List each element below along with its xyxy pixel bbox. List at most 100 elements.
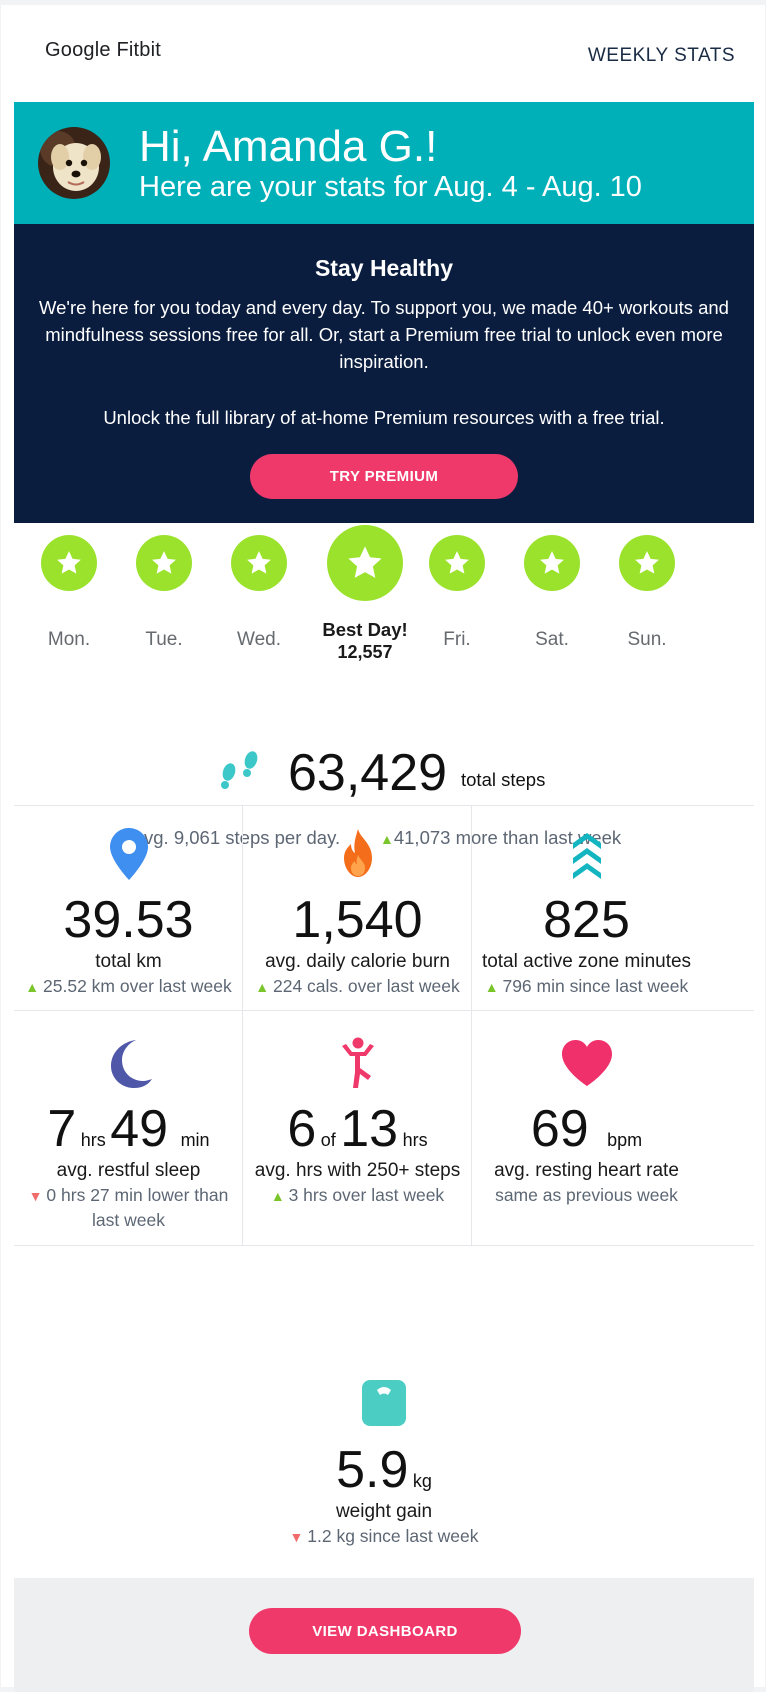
- heart-rate-value: 69: [530, 1100, 589, 1158]
- stat-diff: same as previous week: [495, 1185, 678, 1205]
- day-label: Tue.: [145, 629, 183, 650]
- hero-banner: Hi, Amanda G.! Here are your stats for A…: [14, 102, 754, 224]
- sleep-minutes-unit: min: [180, 1130, 210, 1150]
- star-icon: [524, 535, 580, 591]
- flame-icon: [234, 826, 481, 882]
- promo-banner: Stay Healthy We're here for you today an…: [14, 224, 754, 523]
- up-arrow-icon: ▲: [380, 831, 394, 847]
- day-label: Wed.: [236, 629, 281, 650]
- stat-value: 5.9 kg: [14, 1440, 754, 1500]
- divider: [242, 805, 243, 1245]
- stat-heart-rate[interactable]: 69 bpm avg. resting heart rate same as p…: [463, 1035, 710, 1207]
- day-wed[interactable]: Wed.: [230, 535, 288, 651]
- promo-title: Stay Healthy: [314, 255, 454, 281]
- stat-value: 69 bpm: [463, 1099, 710, 1159]
- stat-calories[interactable]: 1,540 avg. daily calorie burn ▲ 224 cals…: [234, 826, 481, 999]
- divider: [471, 805, 472, 1245]
- down-arrow-icon: ▼: [289, 1529, 308, 1545]
- daily-goal-row: Mon. Tue. Wed. Best Day! 12,557: [14, 525, 754, 710]
- promo-body-secondary: Unlock the full library of at-home Premi…: [103, 407, 665, 428]
- sleep-hours: 7: [47, 1100, 77, 1158]
- stat-diff: ▲ 796 min since last week: [463, 974, 710, 999]
- heart-rate-unit: bpm: [607, 1130, 643, 1150]
- day-fri[interactable]: Fri.: [428, 535, 486, 651]
- sleep-minutes: 49: [110, 1100, 169, 1158]
- steps-diff: ▲41,073 more than last week: [380, 827, 621, 849]
- day-best[interactable]: Best Day! 12,557: [309, 525, 421, 663]
- location-pin-icon: [5, 826, 252, 882]
- footprints-icon: [217, 747, 263, 796]
- stat-diff-text: 3 hrs over last week: [288, 1185, 445, 1205]
- stat-label: avg. hrs with 250+ steps: [254, 1160, 461, 1181]
- stat-label: avg. daily calorie burn: [265, 951, 450, 972]
- stat-diff-text: 25.52 km over last week: [43, 976, 232, 996]
- up-arrow-icon: ▲: [25, 979, 44, 995]
- weight-value: 5.9: [336, 1441, 409, 1499]
- best-day-steps: 12,557: [337, 642, 393, 662]
- header: Google Fitbit WEEKLY STATS: [1, 5, 765, 98]
- stat-value: 39.53: [63, 891, 194, 949]
- avatar: [38, 127, 110, 199]
- hourly-unit: hrs: [402, 1130, 428, 1150]
- stat-diff-text: 796 min since last week: [502, 976, 689, 996]
- stat-label: total active zone minutes: [481, 951, 692, 972]
- stat-diff: ▼ 0 hrs 27 min lower than last week: [5, 1183, 252, 1232]
- stat-label: avg. restful sleep: [56, 1160, 201, 1181]
- divider: [14, 1245, 754, 1246]
- heart-icon: [463, 1035, 710, 1091]
- date-range: Here are your stats for Aug. 4 - Aug. 10: [139, 171, 642, 203]
- view-dashboard-button[interactable]: VIEW DASHBOARD: [249, 1608, 521, 1654]
- stat-distance[interactable]: 39.53 total km ▲ 25.52 km over last week: [5, 826, 252, 999]
- up-arrow-icon: ▲: [484, 979, 503, 995]
- stat-hourly-activity[interactable]: 6 of 13 hrs avg. hrs with 250+ steps ▲ 3…: [234, 1035, 481, 1208]
- day-mon[interactable]: Mon.: [40, 535, 98, 651]
- stat-diff-text: 1.2 kg since last week: [307, 1526, 479, 1546]
- brand-logo[interactable]: Google Fitbit: [45, 39, 161, 61]
- moon-icon: [5, 1035, 252, 1091]
- best-day-label: Best Day!: [322, 619, 408, 640]
- promo-body: We're here for you today and every day. …: [39, 297, 729, 372]
- stat-active-zone[interactable]: 825 total active zone minutes ▲ 796 min …: [463, 826, 710, 999]
- total-steps-unit: total steps: [461, 769, 546, 790]
- avg-steps: Avg. 9,061 steps per day.: [132, 827, 341, 848]
- day-sat[interactable]: Sat.: [523, 535, 581, 651]
- star-icon: [41, 535, 97, 591]
- divider: [14, 1010, 754, 1011]
- stat-diff: ▲ 3 hrs over last week: [234, 1183, 481, 1208]
- active-person-icon: [234, 1035, 481, 1091]
- stat-weight[interactable]: 5.9 kg weight gain ▼ 1.2 kg since last w…: [14, 1380, 754, 1549]
- sleep-hours-unit: hrs: [80, 1130, 106, 1150]
- star-icon: [231, 535, 287, 591]
- stat-label: weight gain: [335, 1501, 433, 1522]
- try-premium-button[interactable]: TRY PREMIUM: [250, 454, 518, 499]
- total-steps: 63,429: [288, 744, 448, 802]
- stat-value: 6 of 13 hrs: [234, 1099, 481, 1159]
- day-sun[interactable]: Sun.: [618, 535, 676, 651]
- divider: [14, 805, 754, 806]
- steps-summary: 63,429 total steps Avg. 9,061 steps per …: [14, 735, 754, 855]
- stat-sleep[interactable]: 7 hrs 49 min avg. restful sleep ▼ 0 hrs …: [5, 1035, 252, 1232]
- down-arrow-icon: ▼: [28, 1188, 47, 1204]
- hourly-total: 13: [340, 1100, 399, 1158]
- stat-value: 1,540: [292, 891, 423, 949]
- day-label: Sun.: [627, 629, 667, 650]
- stat-diff-text: 224 cals. over last week: [272, 976, 460, 996]
- day-tue[interactable]: Tue.: [135, 535, 193, 651]
- star-icon: [619, 535, 675, 591]
- star-icon: [327, 525, 403, 601]
- section-title: WEEKLY STATS: [587, 45, 735, 66]
- weight-unit: kg: [412, 1471, 432, 1491]
- steps-diff-text: 41,073 more than last week: [393, 827, 622, 848]
- day-label: Fri.: [443, 629, 471, 650]
- stat-label: total km: [95, 951, 162, 972]
- greeting: Hi, Amanda G.!: [139, 122, 438, 171]
- footer: VIEW DASHBOARD: [14, 1578, 754, 1692]
- stat-value: 7 hrs 49 min: [5, 1099, 252, 1159]
- chevrons-up-icon: [463, 826, 710, 882]
- day-label: Mon.: [47, 629, 91, 650]
- star-icon: [429, 535, 485, 591]
- stat-diff: ▼ 1.2 kg since last week: [14, 1524, 754, 1549]
- stat-diff-text: 0 hrs 27 min lower than last week: [46, 1185, 229, 1230]
- email-body: Google Fitbit WEEKLY STATS Hi, Amanda G.…: [1, 5, 765, 1692]
